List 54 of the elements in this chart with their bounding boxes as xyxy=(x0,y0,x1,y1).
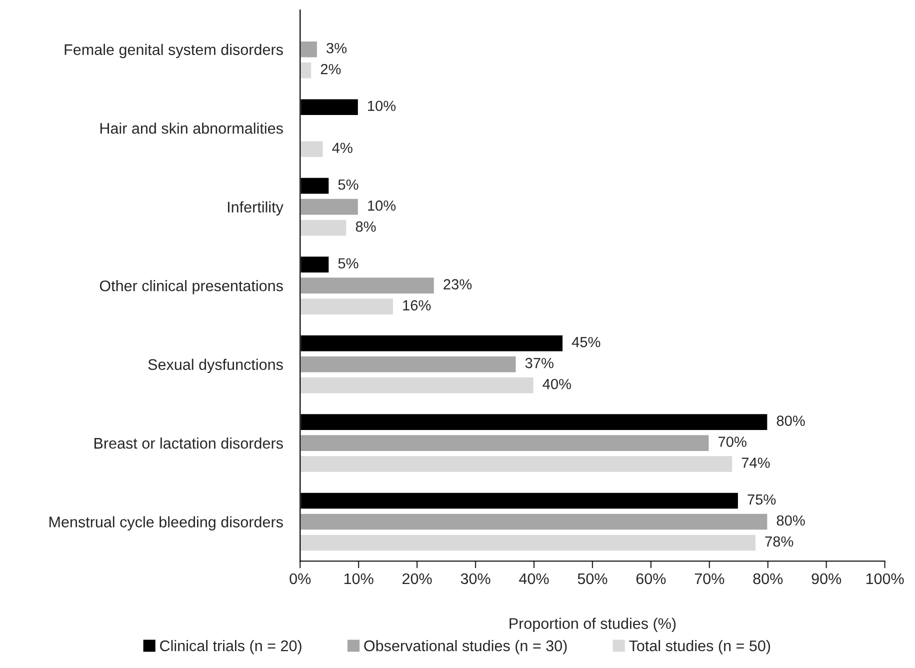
data-label: 5% xyxy=(338,258,358,268)
legend-label: Observational studies (n = 30) xyxy=(364,640,567,654)
y-tick-label: Infertility xyxy=(228,201,284,216)
bar xyxy=(300,198,360,216)
y-tick-label: Menstrual cycle bleeding disorders xyxy=(50,516,283,530)
data-label: 3% xyxy=(326,42,347,54)
bar xyxy=(300,276,436,295)
y-tick-label: Hair and skin abnormalities xyxy=(100,122,283,134)
bar xyxy=(300,40,318,59)
y-tick-label: Other clinical presentations xyxy=(100,280,283,294)
bar xyxy=(300,297,394,316)
data-label: 5% xyxy=(338,180,358,190)
y-tick-label: Breast or lactation disorders xyxy=(94,437,283,449)
bar xyxy=(300,454,734,474)
legend-label: Clinical trials (n = 20) xyxy=(160,640,302,654)
data-label: 16% xyxy=(403,300,431,310)
x-tick-label: 80% xyxy=(753,573,783,584)
bar xyxy=(300,533,757,552)
bar xyxy=(300,218,348,238)
data-label: 8% xyxy=(356,221,376,232)
bar xyxy=(300,140,324,158)
x-tick-label: 70% xyxy=(694,573,724,584)
x-tick-label: 20% xyxy=(402,573,432,584)
data-label: 75% xyxy=(748,494,776,505)
x-tick-label: 0% xyxy=(290,573,311,584)
x-tick-label: 40% xyxy=(519,573,549,584)
data-label: 4% xyxy=(332,142,352,153)
legend-label: Total studies (n = 50) xyxy=(629,640,770,654)
y-tick-label: Female genital system disorders xyxy=(64,44,283,58)
x-tick-label: 30% xyxy=(460,573,490,584)
x-tick-label: 60% xyxy=(636,573,666,584)
x-tick-label: 10% xyxy=(344,573,374,584)
x-tick-label: 90% xyxy=(812,573,842,584)
data-label: 70% xyxy=(718,436,746,447)
bar xyxy=(300,512,769,532)
data-label: 80% xyxy=(776,515,805,526)
data-label: 2% xyxy=(320,64,341,74)
data-label: 45% xyxy=(572,336,600,348)
data-label: 10% xyxy=(368,100,396,112)
bar xyxy=(300,376,535,395)
data-label: 23% xyxy=(444,279,472,290)
data-label: 80% xyxy=(776,416,805,426)
data-label: 74% xyxy=(742,458,770,468)
x-tick-label: 50% xyxy=(578,573,608,584)
data-label: 78% xyxy=(765,536,794,547)
x-tick-label: 100% xyxy=(866,573,904,584)
bar xyxy=(300,434,710,452)
bar xyxy=(300,61,313,80)
data-label: 37% xyxy=(525,358,554,368)
data-label: 40% xyxy=(542,378,571,390)
bar xyxy=(300,354,518,374)
data-label: 10% xyxy=(368,200,396,211)
x-axis-title: Proportion of studies (%) xyxy=(510,618,676,632)
y-tick-label: Sexual dysfunctions xyxy=(148,358,283,374)
